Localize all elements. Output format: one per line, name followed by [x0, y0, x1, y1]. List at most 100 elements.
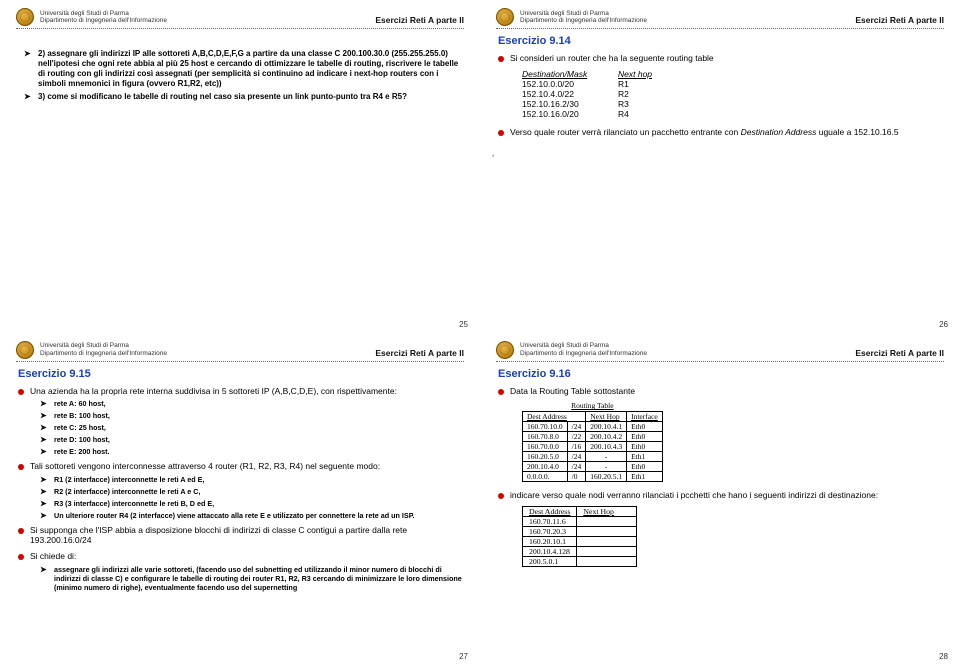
cell: Eth0 [627, 442, 663, 452]
cell-empty [577, 546, 637, 556]
bullet-given-table: Data la Routing Table sottostante [510, 386, 944, 397]
cell: Eth0 [627, 432, 663, 442]
slide-header: Università degli Studi di Parma Dipartim… [16, 341, 464, 362]
bullet-list-2: Verso quale router verrà rilanciato un p… [496, 127, 944, 138]
subnet-list: rete A: 60 host, rete B: 100 host, rete … [30, 399, 464, 456]
cell: 160.70.0.0 [523, 442, 568, 452]
rt-hop: R3 [618, 99, 629, 109]
exercise-title: Esercizio 9.16 [498, 368, 944, 380]
cell: 160.20.5.0 [523, 452, 568, 462]
bullet-interconnect: Tali sottoreti vengono interconnesse att… [30, 461, 464, 520]
cell: /0 [567, 472, 586, 482]
rt-hop: R1 [618, 79, 629, 89]
slide-header: Università degli Studi di Parma Dipartim… [496, 8, 944, 29]
cell: /16 [567, 442, 586, 452]
bullet-ask: Si chiede di: assegnare gli indirizzi al… [30, 551, 464, 592]
bullet-list: Una azienda ha la propria rete interna s… [16, 386, 464, 592]
cell: /24 [567, 422, 586, 432]
university-crest-icon [16, 341, 34, 359]
rt-hop: R4 [618, 109, 629, 119]
rt-head-next: Next hop [618, 69, 652, 79]
router-list: R1 (2 interfacce) interconnette le reti … [30, 475, 464, 520]
page-number: 26 [939, 320, 948, 329]
cell: Eth1 [627, 452, 663, 462]
cell: 200.10.4.3 [586, 442, 627, 452]
footnote-mark: * [492, 155, 494, 161]
cell: /24 [567, 452, 586, 462]
uni-line-2: Dipartimento di Ingegneria dell'Informaz… [520, 17, 647, 24]
router-r1: R1 (2 interfacce) interconnette le reti … [54, 475, 464, 484]
table-row: 0.0.0.0./0160.20.5.1Eth1 [523, 472, 663, 482]
uni-line-1: Università degli Studi di Parma [520, 342, 647, 349]
router-r3: R3 (3 interfacce) interconnette le reti … [54, 499, 464, 508]
header-right: Esercizi Reti A parte II [375, 348, 464, 359]
slide-26: Università degli Studi di Parma Dipartim… [480, 0, 960, 333]
bullet-text: Una azienda ha la propria rete interna s… [30, 386, 397, 396]
exercise-title: Esercizio 9.14 [498, 35, 944, 47]
rt-hop: R2 [618, 89, 629, 99]
exercise-title: Esercizio 9.15 [18, 368, 464, 380]
table-row: 160.70.20.3 [523, 526, 637, 536]
cell: 160.70.8.0 [523, 432, 568, 442]
subnet-e: rete E: 200 host. [54, 447, 464, 456]
dest-table: Dest Address Next Hop 160.70.11.6 160.70… [522, 506, 637, 567]
slide-25: Università degli Studi di Parma Dipartim… [0, 0, 480, 333]
routing-table: Destination/Mask Next hop 152.10.0.0/20R… [522, 69, 944, 119]
slide-header: Università degli Studi di Parma Dipartim… [496, 341, 944, 362]
bullet-list: Data la Routing Table sottostante [496, 386, 944, 397]
th-next: Next Hop [586, 412, 627, 422]
university-crest-icon [496, 8, 514, 26]
bullet-indicate: indicare verso quale nodi verranno rilan… [510, 490, 944, 501]
cell: Eth0 [627, 422, 663, 432]
page-number: 28 [939, 652, 948, 661]
subnet-b: rete B: 100 host, [54, 411, 464, 420]
cell-empty [577, 516, 637, 526]
cell: /24 [567, 462, 586, 472]
rt-dest: 152.10.16.0/20 [522, 109, 604, 119]
rt-dest: 152.10.4.0/22 [522, 89, 604, 99]
header-right: Esercizi Reti A parte II [855, 15, 944, 26]
q-part-c: uguale a 152.10.16.5 [816, 127, 898, 137]
exercise-items: 2) assegnare gli indirizzi IP alle sotto… [16, 49, 464, 102]
subnet-c: rete C: 25 host, [54, 423, 464, 432]
cell-empty [577, 526, 637, 536]
cell: 200.10.4.1 [586, 422, 627, 432]
bullet-list: Si consideri un router che ha la seguent… [496, 53, 944, 64]
university-name: Università degli Studi di Parma Dipartim… [520, 342, 647, 356]
subnet-a: rete A: 60 host, [54, 399, 464, 408]
th-dest: Dest Address [523, 506, 577, 516]
slide-28: Università degli Studi di Parma Dipartim… [480, 333, 960, 665]
q-part-b: Destination Address [741, 127, 817, 137]
router-r2: R2 (2 interfacce) interconnette le reti … [54, 487, 464, 496]
page-number: 27 [459, 652, 468, 661]
th-if: Interface [627, 412, 663, 422]
table-row: 160.20.10.1 [523, 536, 637, 546]
th-next: Next Hop [577, 506, 637, 516]
cell: - [586, 452, 627, 462]
cell: 200.5.0.1 [523, 556, 577, 566]
university-crest-icon [16, 8, 34, 26]
uni-line-1: Università degli Studi di Parma [40, 342, 167, 349]
cell: 200.10.4.2 [586, 432, 627, 442]
university-name: Università degli Studi di Parma Dipartim… [40, 342, 167, 356]
table-row: 200.10.4.128 [523, 546, 637, 556]
uni-line-2: Dipartimento di Ingegneria dell'Informaz… [40, 350, 167, 357]
table-row: 200.5.0.1 [523, 556, 637, 566]
cell: Eth0 [627, 462, 663, 472]
cell: 200.10.4.128 [523, 546, 577, 556]
router-r4: Un ulteriore router R4 (2 interfacce) vi… [54, 511, 464, 520]
bullet-company: Una azienda ha la propria rete interna s… [30, 386, 464, 457]
q-part-a: Verso quale router verrà rilanciato un p… [510, 127, 741, 137]
slide-header: Università degli Studi di Parma Dipartim… [16, 8, 464, 29]
cell: Eth1 [627, 472, 663, 482]
rt-dest: 152.10.0.0/20 [522, 79, 604, 89]
bullet-text: Si chiede di: [30, 551, 76, 561]
bullet-question: Verso quale router verrà rilanciato un p… [510, 127, 944, 138]
cell: 160.70.20.3 [523, 526, 577, 536]
table-row: 160.20.5.0/24-Eth1 [523, 452, 663, 462]
cell: - [586, 462, 627, 472]
ex-item-2: 2) assegnare gli indirizzi IP alle sotto… [38, 49, 464, 89]
th-dest: Dest Address [523, 412, 586, 422]
subnet-d: rete D: 100 host, [54, 435, 464, 444]
cell: 160.70.11.6 [523, 516, 577, 526]
